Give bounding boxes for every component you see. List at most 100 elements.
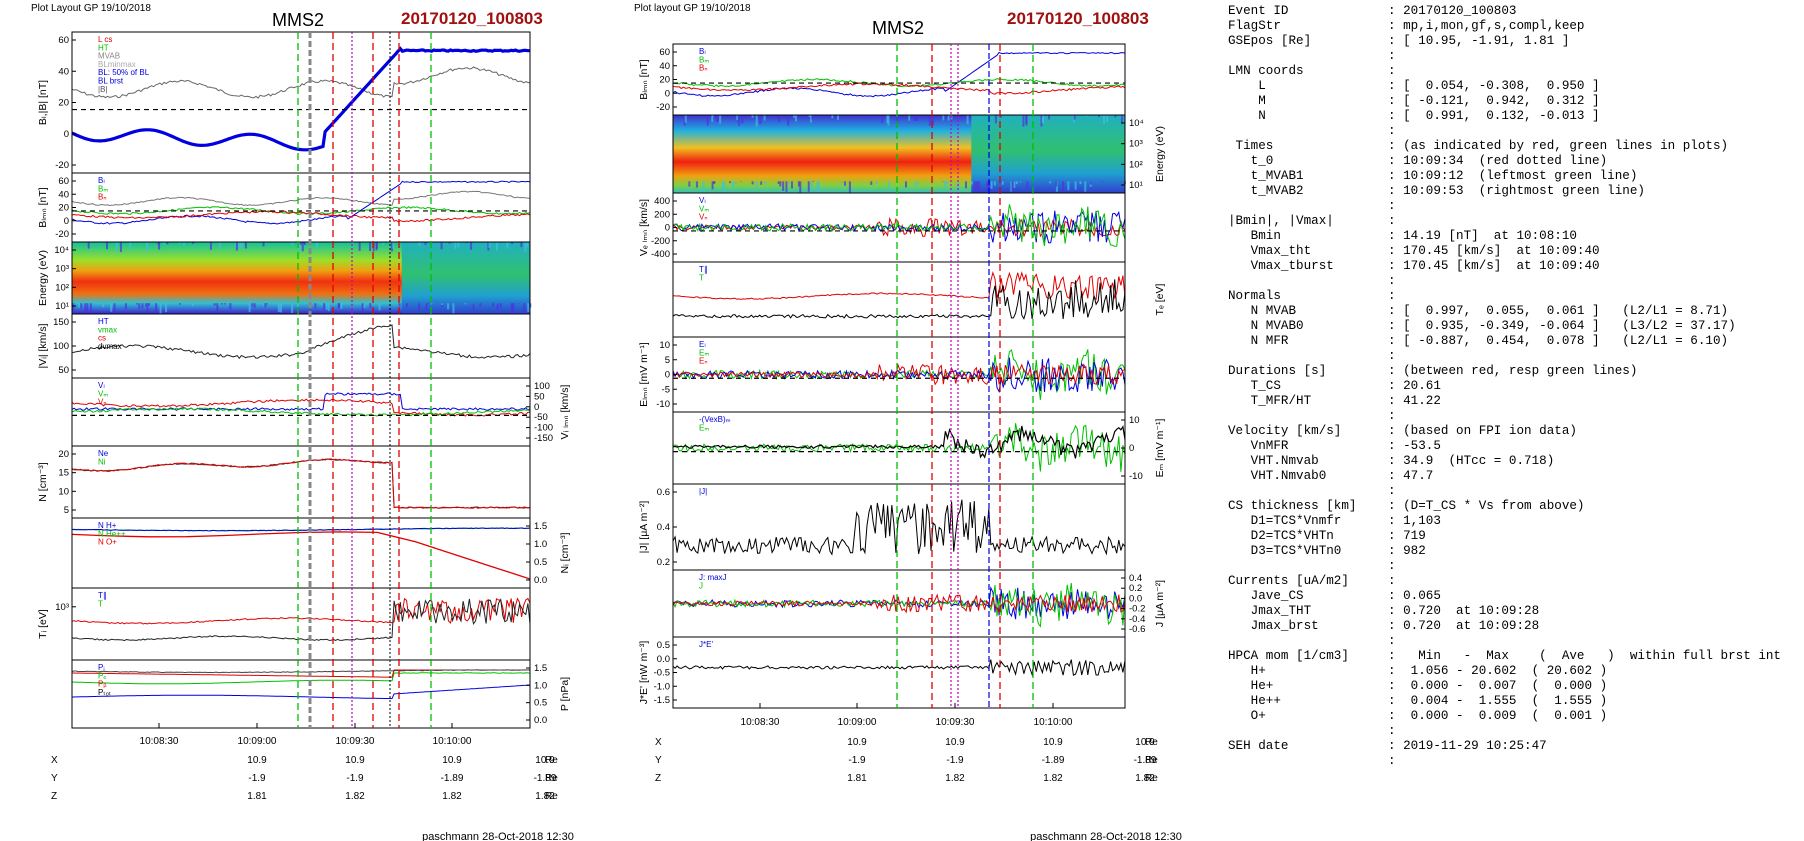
panel-frame <box>71 587 531 661</box>
summary-value: : 1.056 - 20.602 ( 20.602 ) <box>1388 664 1608 678</box>
y-axis-label: Eₗₘₙ [mV m⁻¹] <box>638 342 650 407</box>
legend-entry: N He++ <box>98 529 126 538</box>
summary-value: : <box>1388 64 1396 78</box>
y-tick-label: 0.0 <box>657 654 670 665</box>
y-tick-label: 10 <box>1129 415 1140 426</box>
y-tick-label: -0.4 <box>1129 614 1145 625</box>
summary-value: : 10:09:12 (leftmost green line) <box>1388 169 1638 183</box>
position-row-label: Z <box>51 791 57 802</box>
right-x-tick-labels: 10:08:30 10:09:00 10:09:30 10:10:00 <box>741 703 1073 728</box>
y-tick-label: 0.5 <box>657 640 670 651</box>
summary-label: HPCA mom [1/cm3] <box>1228 649 1349 663</box>
y-tick-label: -0.6 <box>1129 624 1145 635</box>
panel-8: 10³ Tᵢ [eV] T∥T <box>37 587 531 661</box>
summary-value: : (based on FPI ion data) <box>1388 424 1577 438</box>
summary-value: : <box>1388 634 1396 648</box>
summary-row: LMN coords: <box>1228 64 1800 79</box>
y-tick-label: -200 <box>651 236 670 247</box>
y-axis-label: N [cm⁻³] <box>37 462 49 501</box>
position-value: 1.81 <box>847 773 867 784</box>
summary-row: HPCA mom [1/cm3]: Min - Max ( Ave ) with… <box>1228 649 1800 664</box>
series-1-1 <box>71 66 531 99</box>
series-5-3 <box>672 363 1126 386</box>
left-page: Plot Layout GP 19/10/2018 MMS2 20170120_… <box>31 3 574 841</box>
y-tick-label: 0.0 <box>534 715 547 726</box>
summary-value: : <box>1388 349 1396 363</box>
series-1-1 <box>672 51 1126 98</box>
summary-value: : 47.7 <box>1388 469 1434 483</box>
y-tick-label: 1.0 <box>534 539 547 550</box>
summary-row: : <box>1228 724 1800 739</box>
summary-value: : -53.5 <box>1388 439 1441 453</box>
y-tick-label: 0 <box>665 88 670 99</box>
summary-label: |Bmin|, |Vmax| <box>1228 214 1334 228</box>
position-value: 1.82 <box>1135 773 1155 784</box>
right-footer: paschmann 28-Oct-2018 12:30 <box>1030 831 1182 841</box>
position-row-label: Z <box>655 773 661 784</box>
y-tick-label: 0 <box>64 129 69 140</box>
summary-value: : (D=T_CS * Vs from above) <box>1388 499 1585 513</box>
summary-row: : <box>1228 754 1800 769</box>
legend-entry: BLminmax <box>98 60 136 69</box>
legend-entry: BL brst <box>98 77 124 86</box>
summary-row: GSEpos [Re]: [ 10.95, -1.91, 1.81 ] <box>1228 34 1800 49</box>
summary-row: VHT.Nmvab0: 47.7 <box>1228 469 1800 484</box>
y-axis-label: Tₑ [eV] <box>1154 283 1166 315</box>
summary-label: Durations [s] <box>1228 364 1327 378</box>
summary-row: CS thickness [km]: (D=T_CS * Vs from abo… <box>1228 499 1800 514</box>
summary-label: Jave_CS <box>1228 589 1304 603</box>
y-tick-label: 100 <box>53 341 69 352</box>
y-tick-label: -20 <box>55 160 69 171</box>
summary-row: Bmin: 14.19 [nT] at 10:08:10 <box>1228 229 1800 244</box>
y-axis-label: |J| [μA m⁻²] <box>638 501 650 554</box>
legend-entry: Vₙ <box>98 398 107 407</box>
legend-entry: Bₗ <box>699 47 706 56</box>
y-tick-label: 10³ <box>55 602 69 613</box>
legend-entry: J: maxJ <box>699 573 727 582</box>
summary-row: Velocity [km/s]: (based on FPI ion data) <box>1228 424 1800 439</box>
summary-row: N MVAB0: [ 0.935, -0.349, -0.064 ] (L3/L… <box>1228 319 1800 334</box>
summary-row: : <box>1228 634 1800 649</box>
y-axis-label: Eₘ [mV m⁻¹] <box>1154 419 1166 478</box>
y-tick-label: 10¹ <box>1129 180 1143 191</box>
y-tick-label: 50 <box>534 391 545 402</box>
series-6-2 <box>672 425 1126 459</box>
position-unit: Re <box>545 773 558 784</box>
summary-row: : <box>1228 409 1800 424</box>
summary-value: : <box>1388 574 1396 588</box>
summary-value: : 982 <box>1388 544 1426 558</box>
legend-entry: HT <box>98 317 109 326</box>
summary-value: : 170.45 [km/s] at 10:09:40 <box>1388 259 1600 273</box>
y-tick-label: 10 <box>659 340 670 351</box>
summary-value: : 1,103 <box>1388 514 1441 528</box>
x-tick-label: 10:08:30 <box>741 717 780 728</box>
summary-row: N MFR: [ -0.887, 0.454, 0.078 ] (L2/L1 =… <box>1228 334 1800 349</box>
position-value: -1.89 <box>1134 755 1157 766</box>
summary-label: L <box>1228 79 1266 93</box>
summary-label: N <box>1228 109 1266 123</box>
summary-row: Jave_CS: 0.065 <box>1228 589 1800 604</box>
position-value: 10.9 <box>1043 737 1063 748</box>
spectrogram-post-crossing <box>401 242 530 314</box>
y-tick-label: 40 <box>58 189 69 200</box>
legend-entry: T∥ <box>98 591 107 600</box>
x-tick-label: 10:09:30 <box>936 717 975 728</box>
summary-value: : [ 0.054, -0.308, 0.950 ] <box>1388 79 1600 93</box>
legend-entry: T <box>699 273 704 282</box>
summary-value: : [ -0.121, 0.942, 0.312 ] <box>1388 94 1600 108</box>
legend-entry: dvmax <box>98 342 122 351</box>
summary-value: : 2019-11-29 10:25:47 <box>1388 739 1547 753</box>
position-value: -1.9 <box>946 755 964 766</box>
y-tick-label: 60 <box>58 176 69 187</box>
position-value: 10.9 <box>345 755 365 766</box>
y-tick-label: 0.4 <box>1129 573 1142 584</box>
y-tick-label: 200 <box>654 209 670 220</box>
summary-label: D1=TCS*Vnmfr <box>1228 514 1342 528</box>
y-tick-label: -1.0 <box>654 681 670 692</box>
y-tick-label: 40 <box>659 61 670 72</box>
summary-value: : 0.004 - 1.555 ( 1.555 ) <box>1388 694 1608 708</box>
summary-label: He++ <box>1228 694 1281 708</box>
